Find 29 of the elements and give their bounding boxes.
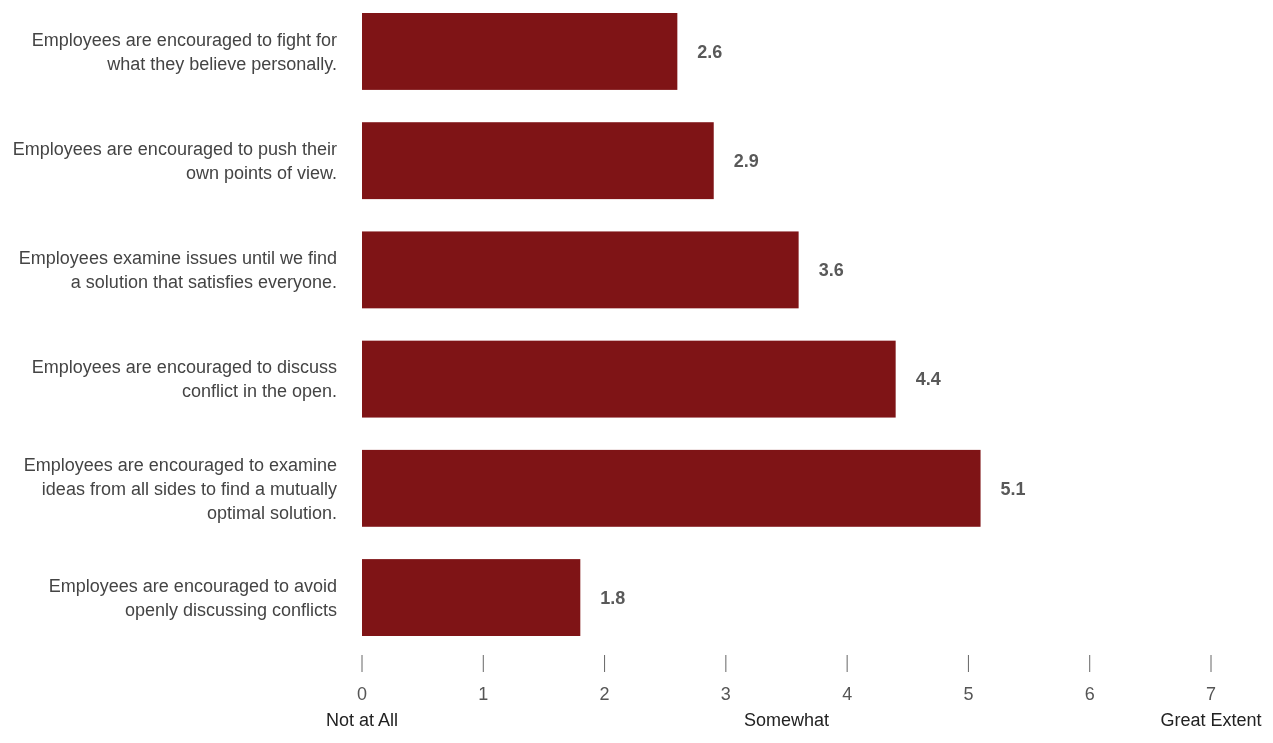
x-tick-label: 2 bbox=[599, 684, 610, 704]
x-tick-label: 0 bbox=[356, 684, 368, 704]
x-tick-label: 7 bbox=[1205, 684, 1217, 704]
bar bbox=[362, 122, 714, 200]
y-tick-label: Employees are encouraged to fight for what they believe personally. bbox=[31, 29, 337, 74]
y-tick-label: Employees are encouraged to avoid openly discussing conflicts bbox=[48, 575, 337, 620]
bar bbox=[362, 231, 799, 309]
x-tick-label: 3 bbox=[720, 684, 731, 704]
data-label: 2.9 bbox=[733, 150, 759, 171]
bar bbox=[362, 449, 981, 527]
y-tick-label: Employees are encouraged to push their own points of view. bbox=[12, 138, 337, 183]
x-tick-label: 1 bbox=[478, 684, 489, 704]
data-label: 4.4 bbox=[915, 369, 941, 390]
x-tick-label: 4 bbox=[842, 684, 853, 704]
x-tick-label: 5 bbox=[963, 684, 974, 704]
data-label: 1.8 bbox=[600, 587, 626, 608]
bar bbox=[362, 13, 678, 90]
text: Somewhat bbox=[743, 710, 830, 730]
text: Not at All bbox=[325, 710, 399, 730]
bar bbox=[362, 559, 581, 636]
bar bbox=[362, 340, 896, 418]
y-tick-label: Employees examine issues until we find a solution that satisfies everyone. bbox=[18, 248, 337, 293]
x-tick-label: 6 bbox=[1084, 684, 1095, 704]
data-label: 2.6 bbox=[697, 41, 723, 62]
data-label: 5.1 bbox=[1000, 478, 1026, 499]
y-tick-label: Employees are encouraged to examine ideas from all sides to find a mutually optimal solution. bbox=[23, 454, 337, 523]
data-label: 3.6 bbox=[818, 260, 844, 281]
y-tick-label: Employees are encouraged to discuss conflict in the open. bbox=[31, 357, 337, 402]
text: Great Extent bbox=[1160, 710, 1262, 730]
